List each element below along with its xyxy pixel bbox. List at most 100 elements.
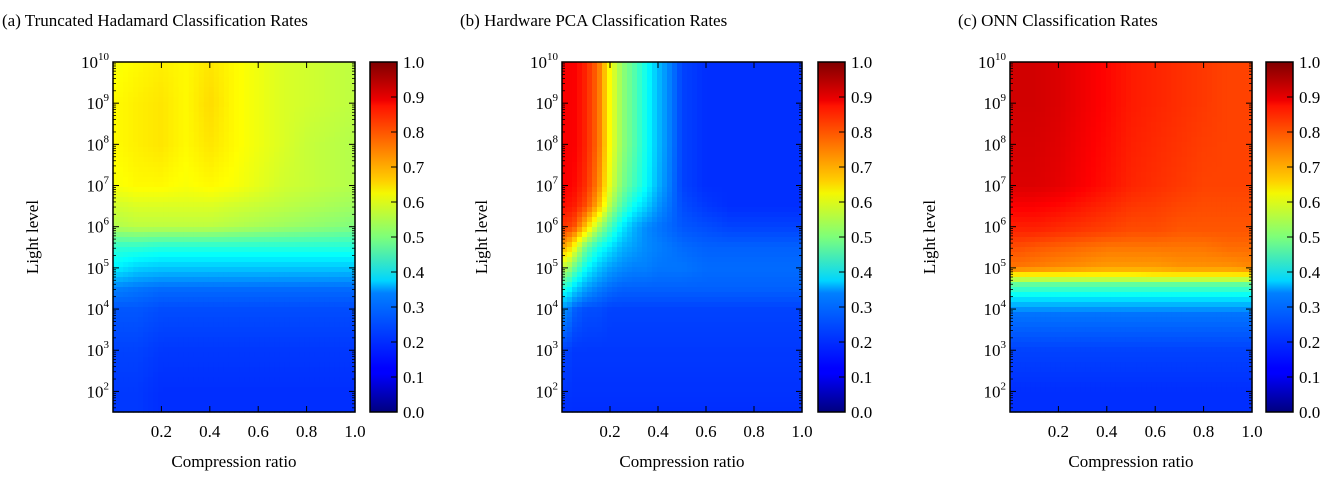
- heat-cell: [138, 197, 144, 203]
- heat-cell: [284, 307, 291, 313]
- heat-cell: [349, 207, 356, 213]
- heat-cell: [294, 407, 301, 413]
- heat-cell: [234, 147, 240, 153]
- heat-cell: [747, 107, 753, 113]
- heat-cell: [259, 342, 265, 348]
- heat-cell: [647, 82, 653, 88]
- heat-cell: [732, 142, 738, 148]
- heat-cell: [203, 87, 210, 93]
- heat-cell: [198, 387, 205, 393]
- heat-cell: [752, 172, 758, 178]
- heat-cell: [158, 267, 165, 273]
- heat-cell: [279, 402, 286, 408]
- heat-cell: [572, 92, 578, 98]
- heat-cell: [304, 337, 311, 343]
- heat-cell: [279, 312, 286, 318]
- heat-cell: [198, 257, 205, 263]
- heat-cell: [118, 92, 124, 98]
- heat-cell: [284, 122, 291, 128]
- heat-cell: [294, 217, 301, 223]
- heat-cell: [183, 142, 190, 148]
- heat-cell: [254, 337, 260, 343]
- heat-cell: [299, 152, 306, 158]
- heat-cell: [118, 312, 124, 318]
- heat-cell: [344, 377, 351, 383]
- heat-cell: [168, 392, 175, 398]
- heat-cell: [334, 187, 341, 193]
- heat-cell: [203, 402, 210, 408]
- heat-cell: [123, 267, 129, 273]
- heat-cell: [632, 182, 638, 188]
- heat-cell: [218, 262, 225, 268]
- heat-cell: [198, 167, 205, 173]
- heat-cell: [178, 152, 185, 158]
- heat-cell: [294, 357, 301, 363]
- heat-cell: [627, 157, 633, 163]
- heat-cell: [647, 167, 653, 173]
- heat-cell: [329, 187, 336, 193]
- heat-cell: [587, 72, 593, 78]
- heat-cell: [249, 327, 255, 333]
- heat-cell: [213, 337, 220, 343]
- heat-cell: [138, 82, 144, 88]
- heat-cell: [797, 172, 803, 178]
- heat-cell: [717, 157, 723, 163]
- heat-cell: [349, 172, 356, 178]
- heat-cell: [178, 317, 185, 323]
- heat-cell: [138, 352, 144, 358]
- heat-cell: [647, 62, 653, 68]
- heat-cell: [582, 112, 588, 118]
- heat-cell: [707, 82, 713, 88]
- heat-cell: [787, 192, 793, 198]
- heat-cell: [324, 107, 331, 113]
- heat-cell: [319, 252, 326, 258]
- heat-cell: [213, 402, 220, 408]
- heat-cell: [113, 352, 119, 358]
- heat-cell: [697, 112, 703, 118]
- heat-cell: [133, 152, 139, 158]
- heat-cell: [314, 202, 321, 208]
- heat-cell: [239, 407, 245, 413]
- heat-cell: [757, 87, 763, 93]
- heat-cell: [138, 192, 144, 198]
- heat-cell: [128, 162, 134, 168]
- heat-cell: [304, 157, 311, 163]
- heat-cell: [208, 182, 215, 188]
- heat-cell: [777, 132, 783, 138]
- heat-cell: [752, 202, 758, 208]
- heat-cell: [168, 147, 175, 153]
- heat-cell: [314, 287, 321, 293]
- heat-cell: [652, 92, 658, 98]
- heat-cell: [627, 97, 633, 103]
- heat-cell: [597, 197, 603, 203]
- heat-cell: [344, 127, 351, 133]
- heat-cell: [782, 92, 788, 98]
- heat-cell: [627, 202, 633, 208]
- heat-cell: [279, 62, 286, 68]
- heat-cell: [193, 262, 200, 268]
- heat-cell: [324, 177, 331, 183]
- heat-cell: [218, 167, 225, 173]
- heat-cell: [797, 97, 803, 103]
- heat-cell: [178, 62, 185, 68]
- heat-cell: [662, 187, 668, 193]
- heat-cell: [314, 172, 321, 178]
- heat-cell: [269, 367, 275, 373]
- heat-cell: [173, 267, 180, 273]
- heat-cell: [254, 222, 260, 228]
- heat-cell: [148, 182, 154, 188]
- heat-cell: [289, 302, 296, 308]
- heat-cell: [123, 172, 129, 178]
- heat-cell: [133, 392, 139, 398]
- heat-cell: [622, 192, 628, 198]
- heat-cell: [138, 252, 144, 258]
- heat-cell: [309, 137, 316, 143]
- heat-cell: [269, 92, 275, 98]
- heat-cell: [587, 87, 593, 93]
- heat-cell: [682, 142, 688, 148]
- heat-cell: [782, 182, 788, 188]
- heat-cell: [163, 282, 170, 288]
- heat-cell: [274, 292, 280, 298]
- heat-cell: [128, 292, 134, 298]
- heat-cell: [567, 152, 573, 158]
